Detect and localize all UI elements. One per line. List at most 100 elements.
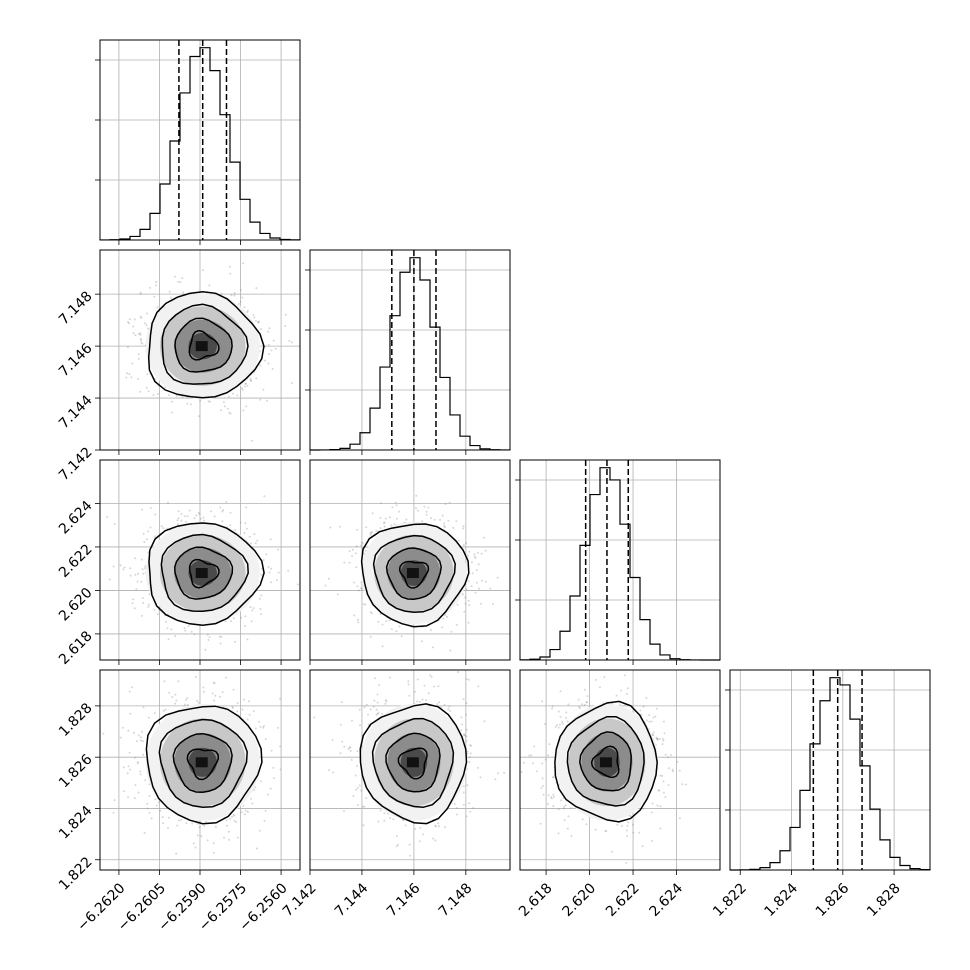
scatter-point (273, 777, 275, 780)
scatter-point (433, 685, 436, 688)
scatter-point (371, 512, 374, 515)
scatter-point (198, 513, 201, 516)
scatter-point (149, 507, 152, 509)
scatter-point (671, 768, 674, 771)
scatter-point (255, 377, 258, 380)
scatter-point (455, 520, 458, 523)
scatter-point (168, 290, 171, 293)
scatter-point (552, 793, 555, 796)
scatter-point (126, 346, 129, 349)
scatter-point (141, 568, 144, 571)
scatter-point (177, 510, 180, 513)
scatter-point (106, 515, 109, 518)
contour-line-3 (398, 560, 430, 589)
scatter-point (570, 835, 573, 838)
scatter-point (277, 726, 279, 729)
scatter-point (383, 522, 385, 525)
scatter-point (234, 640, 236, 643)
scatter-point (126, 772, 129, 775)
scatter-point (155, 281, 158, 284)
scatter-point (242, 262, 245, 265)
histogram-bars-2 (519, 467, 721, 661)
scatter-point (149, 526, 152, 529)
scatter-point (363, 706, 366, 709)
scatter-point (145, 324, 148, 327)
scatter-point (232, 617, 235, 620)
scatter-point (135, 588, 138, 591)
scatter-point (441, 514, 444, 517)
scatter-point (140, 339, 143, 342)
scatter-point (146, 802, 149, 805)
scatter-point (145, 538, 148, 541)
scatter-point (135, 740, 138, 743)
scatter-point (475, 581, 478, 584)
scatter-point (463, 733, 465, 736)
scatter-point (167, 501, 169, 504)
scatter-point (132, 332, 135, 334)
scatter-point (332, 771, 335, 774)
scatter-point (233, 814, 236, 817)
panel-1-1 (305, 249, 511, 455)
scatter-point (444, 826, 447, 829)
scatter-point (391, 506, 394, 509)
scatter-point (663, 732, 666, 735)
scatter-point (277, 548, 280, 551)
scatter-point (360, 544, 362, 547)
scatter-point (667, 767, 670, 770)
scatter-point (197, 511, 200, 514)
scatter-point (641, 845, 644, 848)
scatter-point (628, 814, 631, 817)
scatter-point (272, 339, 275, 342)
scatter-point (465, 740, 468, 742)
scatter-point (645, 697, 648, 700)
scatter-point (497, 772, 499, 775)
scatter-point (241, 387, 243, 390)
scatter-point (244, 382, 247, 385)
scatter-point (139, 773, 142, 776)
scatter-point (465, 678, 468, 681)
scatter-point (164, 386, 167, 389)
scatter-point (263, 359, 266, 362)
scatter-point (250, 439, 253, 442)
scatter-point (259, 364, 262, 367)
scatter-point (559, 716, 562, 718)
scatter-point (208, 284, 211, 287)
scatter-point (329, 526, 332, 529)
scatter-point (154, 798, 157, 801)
scatter-point (667, 756, 670, 759)
scatter-point (206, 839, 209, 842)
scatter-point (556, 724, 558, 727)
scatter-point (127, 796, 130, 799)
scatter-point (259, 608, 262, 610)
scatter-point (240, 616, 242, 619)
scatter-point (563, 807, 566, 810)
scatter-point (143, 322, 146, 325)
scatter-point (479, 776, 482, 779)
xtick-label-1-2: 7.146 (384, 880, 424, 920)
scatter-point (443, 522, 446, 525)
scatter-point (272, 766, 275, 769)
scatter-point (356, 764, 359, 767)
scatter-point (219, 506, 222, 509)
scatter-point (233, 294, 236, 297)
scatter-point (167, 816, 170, 819)
scatter-point (621, 824, 623, 827)
scatter-point (365, 797, 368, 800)
scatter-point (222, 509, 225, 512)
scatter-point (245, 527, 248, 530)
panel-3-0 (95, 669, 301, 875)
scatter-point (434, 824, 437, 827)
scatter-point (443, 526, 446, 529)
scatter-point (142, 753, 145, 756)
scatter-point (462, 544, 465, 546)
scatter-point (169, 296, 172, 299)
scatter-point (127, 321, 129, 324)
scatter-point (249, 606, 252, 609)
scatter-point (233, 819, 236, 822)
scatter-point (270, 349, 273, 352)
scatter-point (176, 519, 179, 522)
scatter-point (585, 701, 588, 703)
scatter-point (648, 720, 651, 723)
scatter-point (554, 725, 557, 728)
